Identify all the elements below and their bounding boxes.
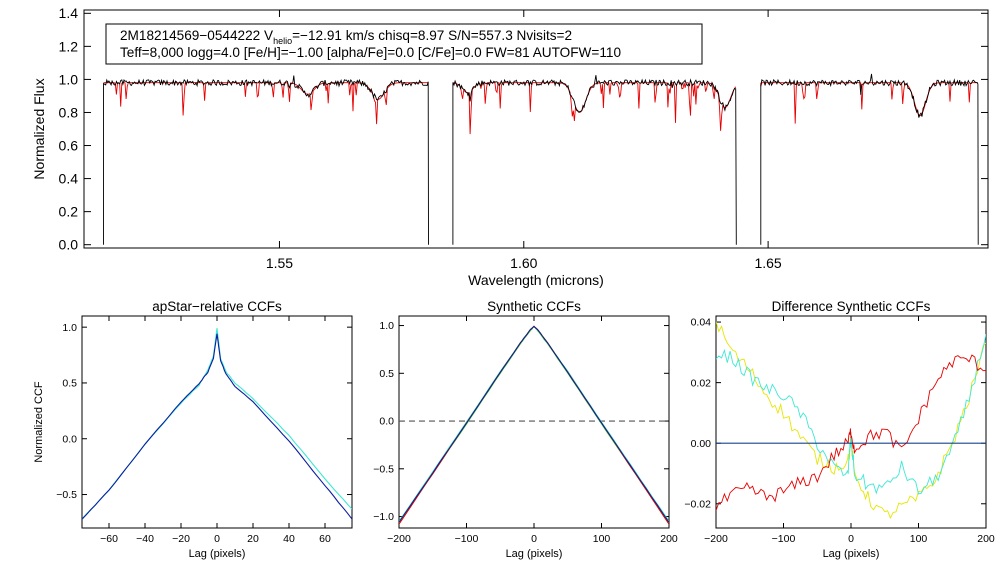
spectrum-ytick-label: 0.8	[59, 104, 79, 120]
difference-ytick-label: 0.02	[691, 377, 712, 389]
synthetic-frame	[398, 315, 670, 529]
synthetic-xtick-label: −200	[387, 533, 411, 545]
apstar-y-axis-label: Normalized CCF	[33, 381, 45, 463]
difference-series	[716, 321, 986, 520]
synthetic-ytick-label: 0.5	[379, 368, 394, 380]
difference-frame	[715, 315, 987, 529]
difference-x-axis-label: Lag (pixels)	[823, 548, 880, 560]
apstar-x-axis-label: Lag (pixels)	[189, 548, 246, 560]
apstar-xtick-label: −40	[136, 533, 154, 545]
synthetic-series-yellow	[399, 325, 669, 523]
synthetic-xtick-label: 0	[531, 533, 537, 545]
apstar-xtick-label: 0	[214, 533, 220, 545]
difference-title: Difference Synthetic CCFs	[772, 299, 931, 314]
synthetic-ytick-label: 1.0	[379, 320, 394, 332]
spectrum-y-axis-label: Normalized Flux	[31, 78, 47, 179]
difference-xtick-label: 0	[848, 533, 854, 545]
apstar-frame	[81, 315, 353, 529]
synthetic-title: Synthetic CCFs	[487, 299, 581, 314]
difference-ccf-panel: Difference Synthetic CCFs −200 −100 0 100 20…	[684, 299, 994, 560]
spectrum-axes: 1.55 1.60 1.65 0.0 0.2 0.4 0.6 0.8 1.0 1.2 1.4	[59, 5, 988, 271]
spectrum-series	[103, 73, 979, 245]
spectrum-frame	[83, 9, 989, 249]
synthetic-x-axis-label: Lag (pixels)	[506, 548, 563, 560]
spectrum-panel: 1.55 1.60 1.65 0.0 0.2 0.4 0.6 0.8 1.0 1.2 1.4 2M1…	[31, 5, 989, 288]
spectrum-xtick-label: 1.65	[754, 255, 781, 271]
difference-ytick-label: 0.00	[691, 438, 712, 450]
spectrum-x-axis-label: Wavelength (microns)	[468, 272, 604, 288]
spectrum-ytick-label: 1.0	[59, 71, 79, 87]
synthetic-ccf-panel: Synthetic CCFs −200 −100 0 100 200 −1.0 −0.5 0.…	[373, 299, 678, 560]
synthetic-ytick-label: −0.5	[373, 463, 394, 475]
info-box	[105, 23, 703, 65]
apstar-ccf-panel: apStar−relative CCFs −60 −40 −20 0 20 40 60 −0.…	[33, 299, 353, 560]
synthetic-series-blue	[399, 325, 669, 523]
apstar-xtick-label: −20	[172, 533, 190, 545]
spectrum-ytick-label: 1.4	[59, 5, 79, 21]
spectrum-xtick-label: 1.55	[266, 255, 293, 271]
synthetic-xtick-label: −100	[455, 533, 479, 545]
synthetic-axes: −200 −100 0 100 200 −1.0 −0.5 0.0 0.5 1.0	[373, 316, 678, 545]
difference-series-yellow	[716, 321, 986, 520]
apstar-xtick-label: 60	[319, 533, 331, 545]
synthetic-series-red	[399, 325, 669, 525]
synthetic-ytick-label: −1.0	[373, 511, 394, 523]
apstar-ytick-label: 0.5	[62, 378, 77, 390]
difference-xtick-label: −200	[704, 533, 728, 545]
synthetic-series	[399, 325, 669, 525]
difference-ytick-label: −0.02	[684, 498, 711, 510]
apstar-xtick-label: −60	[100, 533, 118, 545]
synthetic-ytick-label: 0.0	[379, 416, 394, 428]
apstar-ytick-label: 0.0	[62, 433, 77, 445]
apstar-axes: −60 −40 −20 0 20 40 60 −0.5 0.0 0.5 1.0	[56, 316, 352, 545]
apstar-series-visit-1	[82, 328, 352, 520]
spectrum-ytick-label: 0.2	[59, 204, 79, 220]
difference-ytick-label: 0.04	[691, 317, 712, 329]
info-line-2: Teff=8,000 logg=4.0 [Fe/H]=−1.00 [alpha/…	[120, 45, 621, 60]
spectrum-xtick-label: 1.60	[510, 255, 537, 271]
apstar-series	[82, 328, 352, 520]
info-line-1: 2M18214569−0544222 Vhelio=−12.91 km/s ch…	[120, 28, 572, 46]
difference-series-cyan	[716, 334, 986, 495]
difference-xtick-label: 200	[977, 533, 995, 545]
spectrum-observed-line	[103, 73, 979, 245]
spectrum-ytick-label: 0.4	[59, 170, 79, 186]
difference-xtick-label: 100	[910, 533, 928, 545]
info-subscript: helio	[273, 36, 292, 46]
synthetic-xtick-label: 100	[593, 533, 611, 545]
synthetic-series-cyan	[399, 326, 669, 522]
apstar-ytick-label: −0.5	[56, 489, 77, 501]
apstar-xtick-label: 20	[247, 533, 259, 545]
synthetic-series-green	[399, 325, 669, 524]
spectrum-synthetic-line	[103, 82, 978, 135]
apstar-title: apStar−relative CCFs	[152, 299, 282, 314]
difference-xtick-label: −100	[772, 533, 796, 545]
synthetic-xtick-label: 200	[660, 533, 678, 545]
spectrum-ytick-label: 0.6	[59, 137, 79, 153]
spectrum-ytick-label: 0.0	[59, 237, 79, 253]
apstar-series-visit-2	[82, 333, 352, 520]
apstar-xtick-label: 40	[283, 533, 295, 545]
difference-series-red	[716, 354, 986, 511]
difference-axes: −200 −100 0 100 200 −0.02 0.00 0.02 0.04	[684, 316, 995, 545]
spectrum-ytick-label: 1.2	[59, 38, 79, 54]
apstar-ytick-label: 1.0	[62, 322, 77, 334]
